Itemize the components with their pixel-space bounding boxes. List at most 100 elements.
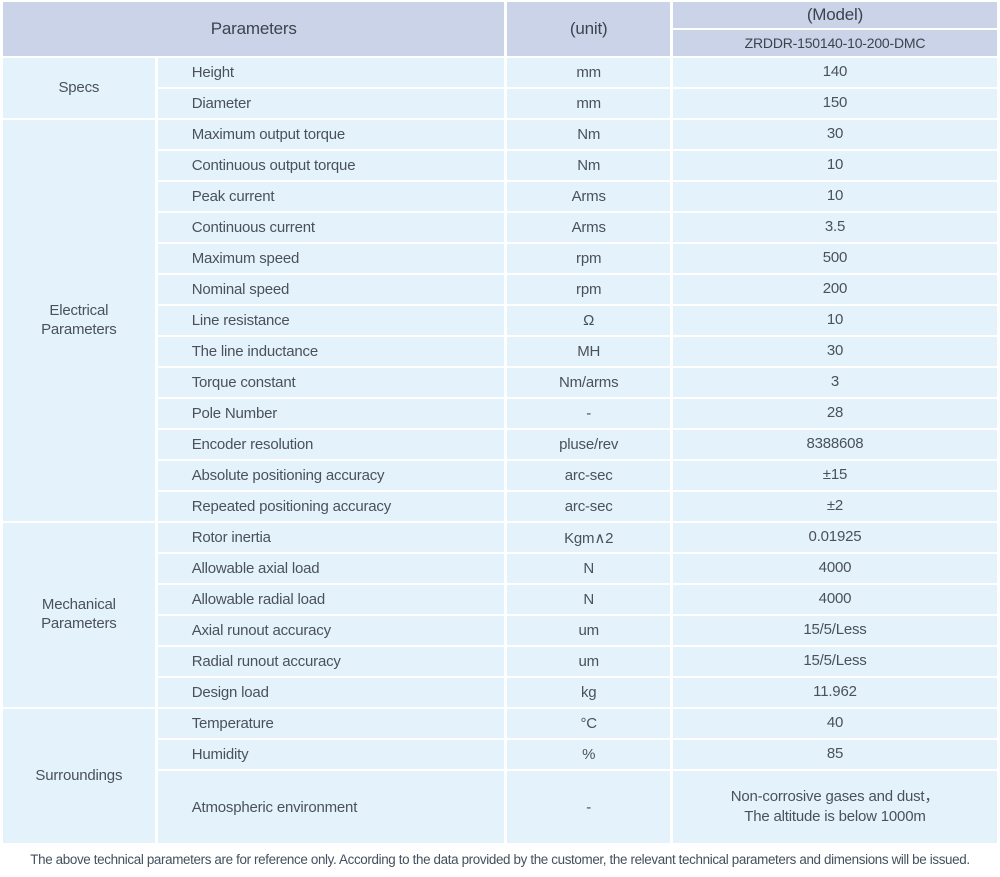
param-name: Maximum output torque <box>157 120 505 149</box>
param-unit: rpm <box>507 275 670 304</box>
table-row: Allowable radial load N 4000 <box>3 585 997 614</box>
param-name: Humidity <box>157 740 505 769</box>
param-name: Allowable radial load <box>157 585 505 614</box>
table-row: Design load kg 11.962 <box>3 678 997 707</box>
table-row: Maximum speed rpm 500 <box>3 244 997 273</box>
param-name: Continuous output torque <box>157 151 505 180</box>
param-unit: MH <box>507 337 670 366</box>
table-row: Atmospheric environment - Non-corrosive ga… <box>3 771 997 843</box>
param-value: ±15 <box>672 461 997 490</box>
param-value: 200 <box>672 275 997 304</box>
table-row: Axial runout accuracy um 15/5/Less <box>3 616 997 645</box>
param-value: 3.5 <box>672 213 997 242</box>
spec-table: Parameters (unit) (Model) ZRDDR-150140-1… <box>3 2 997 843</box>
footer-note: The above technical parameters are for r… <box>30 852 970 867</box>
param-value: 8388608 <box>672 430 997 459</box>
param-name: Nominal speed <box>157 275 505 304</box>
table-row: Absolute positioning accuracy arc-sec ±15 <box>3 461 997 490</box>
table-row: Pole Number -28 <box>3 399 997 428</box>
param-value: 500 <box>672 244 997 273</box>
param-name: Continuous current <box>157 213 505 242</box>
param-value: 10 <box>672 182 997 211</box>
section-specs: Specs Height mm 140 Diameter mm 150 <box>3 58 997 118</box>
param-value: 85 <box>672 740 997 769</box>
param-unit: Nm/arms <box>507 368 670 397</box>
param-name: The line inductance <box>157 337 505 366</box>
param-value: 11.962 <box>672 678 997 707</box>
param-unit: um <box>507 616 670 645</box>
group-label-mechanical-parameters: Mechanical Parameters <box>3 523 155 707</box>
param-value: 4000 <box>672 554 997 583</box>
param-value: ±2 <box>672 492 997 521</box>
table-row: Allowable axial load N 4000 <box>3 554 997 583</box>
param-name: Absolute positioning accuracy <box>157 461 505 490</box>
table-row: Surroundings Temperature °C 40 <box>3 709 997 843</box>
param-unit: Arms <box>507 182 670 211</box>
table-row: Peak current Arms 10 <box>3 182 997 211</box>
param-value: 0.01925 <box>672 523 997 552</box>
table-row: Line resistance Ω 10 <box>3 306 997 335</box>
param-unit: % <box>507 740 670 769</box>
table-row: Diameter mm 150 <box>3 89 997 118</box>
param-unit: - <box>507 399 670 428</box>
param-unit: um <box>507 647 670 676</box>
table-row: Nominal speed rpm 200 <box>3 275 997 304</box>
param-name: Torque constant <box>157 368 505 397</box>
header-row-2: ZRDDR-150140-10-200-DMC <box>3 30 997 56</box>
param-name: Rotor inertia <box>157 523 505 552</box>
param-unit: °C <box>507 709 670 738</box>
table-row: Specs Height mm 140 <box>3 58 997 118</box>
param-unit: Nm <box>507 151 670 180</box>
param-value: 3 <box>672 368 997 397</box>
param-value: 150 <box>672 89 997 118</box>
table-row: Continuous output torque Nm 10 <box>3 151 997 180</box>
param-unit: - <box>507 771 670 843</box>
param-value: 15/5/Less <box>672 647 997 676</box>
table-row: The line inductance MH 30 <box>3 337 997 366</box>
param-value: 4000 <box>672 585 997 614</box>
table-row: Electrical Parameters Maximum output torq… <box>3 120 997 521</box>
param-unit: mm <box>507 58 670 87</box>
param-unit: rpm <box>507 244 670 273</box>
model-value: ZRDDR-150140-10-200-DMC <box>672 30 997 56</box>
param-value: 10 <box>672 306 997 335</box>
param-name: Line resistance <box>157 306 505 335</box>
group-label-specs: Specs <box>3 58 155 118</box>
param-value: 28 <box>672 399 997 428</box>
param-value: 40 <box>672 709 997 738</box>
param-unit: Nm <box>507 120 670 149</box>
unit-header: (unit) <box>507 2 670 56</box>
section-mechanical-parameters: Mechanical Parameters Rotor inertia Kgm∧2 0… <box>3 523 997 707</box>
param-value: 30 <box>672 337 997 366</box>
param-name: Peak current <box>157 182 505 211</box>
param-unit: Arms <box>507 213 670 242</box>
param-name: Temperature <box>157 709 505 738</box>
param-unit: Kgm∧2 <box>507 523 670 552</box>
param-unit: pluse/rev <box>507 430 670 459</box>
param-name: Height <box>157 58 505 87</box>
param-value: 30 <box>672 120 997 149</box>
table-header: Parameters (unit) (Model) ZRDDR-150140-1… <box>3 2 997 56</box>
model-header: (Model) <box>672 2 997 28</box>
param-value: 140 <box>672 58 997 87</box>
table-row: Mechanical Parameters Rotor inertia Kgm∧2 0… <box>3 523 997 707</box>
group-label-electrical-parameters: Electrical Parameters <box>3 120 155 521</box>
param-unit: N <box>507 554 670 583</box>
param-value: Non-corrosive gases and dust， The altitu… <box>672 771 997 843</box>
param-unit: kg <box>507 678 670 707</box>
table-row: Repeated positioning accuracy arc-sec ±2 <box>3 492 997 521</box>
param-value: 10 <box>672 151 997 180</box>
table-row: Torque constant Nm/arms 3 <box>3 368 997 397</box>
param-unit: mm <box>507 89 670 118</box>
param-name: Repeated positioning accuracy <box>157 492 505 521</box>
param-value: 15/5/Less <box>672 616 997 645</box>
param-name: Axial runout accuracy <box>157 616 505 645</box>
param-unit: N <box>507 585 670 614</box>
param-unit: Ω <box>507 306 670 335</box>
param-unit: arc-sec <box>507 492 670 521</box>
param-name: Design load <box>157 678 505 707</box>
section-surroundings: Surroundings Temperature °C 40 Humidity% 85 At… <box>3 709 997 843</box>
param-name: Allowable axial load <box>157 554 505 583</box>
table-row: Continuous current Arms 3.5 <box>3 213 997 242</box>
